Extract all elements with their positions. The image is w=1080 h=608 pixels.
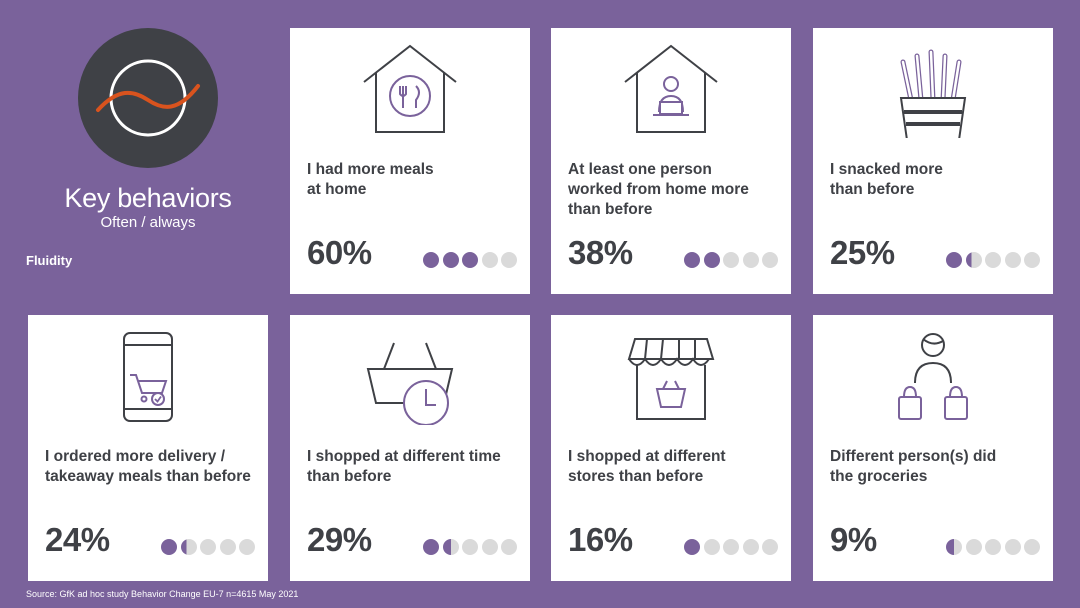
- card-percent: 29%: [307, 521, 372, 558]
- behavior-card-meals-home: I had more meals at home 60%: [290, 28, 530, 294]
- rating-dot: [703, 539, 720, 555]
- rating-dot: [723, 539, 739, 555]
- rating-dot: [965, 539, 982, 555]
- card-percent: 16%: [568, 521, 633, 558]
- rating-dot: [462, 539, 478, 555]
- rating-dot: [1024, 252, 1040, 268]
- rating-dot: [161, 539, 177, 555]
- card-label: I had more meals at home: [307, 161, 434, 198]
- rating-dot: [501, 539, 517, 555]
- rating-dots: [161, 539, 255, 555]
- rating-dot: [684, 252, 700, 268]
- rating-dot: [200, 539, 216, 555]
- rating-dot: [965, 252, 982, 268]
- card-label: At least one person worked from home more…: [568, 161, 749, 218]
- rating-dots: [423, 252, 517, 268]
- rating-dot: [946, 252, 962, 268]
- rating-dots: [684, 252, 778, 268]
- rating-dot: [946, 539, 962, 555]
- rating-dot: [481, 252, 498, 268]
- rating-dot: [1004, 252, 1021, 268]
- rating-dot: [985, 252, 1001, 268]
- title-block: Key behaviors Often / always: [28, 182, 268, 232]
- rating-dots: [423, 539, 517, 555]
- behavior-card-snacked: I snacked more than before 25%: [813, 28, 1053, 294]
- rating-dot: [723, 252, 739, 268]
- rating-dot: [423, 539, 439, 555]
- rating-dot: [442, 539, 459, 555]
- phone-cart-icon: [123, 332, 173, 422]
- rating-dot: [762, 252, 778, 268]
- behavior-card-different-person: Different person(s) did the groceries 9%: [813, 315, 1053, 581]
- rating-dot: [1024, 539, 1040, 555]
- behavior-card-different-stores: I shopped at different stores than before…: [551, 315, 791, 581]
- page-subtitle: Often / always: [100, 214, 196, 231]
- rating-dot: [1004, 539, 1021, 555]
- rating-dot: [742, 539, 759, 555]
- rating-dots: [946, 539, 1040, 555]
- card-percent: 24%: [45, 521, 110, 558]
- source-footnote: Source: GfK ad hoc study Behavior Change…: [26, 589, 299, 599]
- rating-dot: [684, 539, 700, 555]
- card-percent: 25%: [830, 234, 895, 271]
- rating-dots: [946, 252, 1040, 268]
- card-label: I ordered more delivery / takeaway meals …: [45, 448, 251, 485]
- rating-dot: [219, 539, 236, 555]
- rating-dot: [501, 252, 517, 268]
- basket-clock-icon: [366, 342, 454, 425]
- rating-dot: [481, 539, 498, 555]
- card-label: I shopped at different time than before: [307, 448, 501, 485]
- rating-dot: [442, 252, 459, 268]
- behavior-card-different-time: I shopped at different time than before 2…: [290, 315, 530, 581]
- card-label: I shopped at different stores than before: [568, 448, 726, 485]
- person-bags-icon: [898, 333, 968, 420]
- card-label: I snacked more than before: [830, 161, 943, 198]
- behavior-card-work-from-home: At least one person worked from home more…: [551, 28, 791, 294]
- rating-dot: [462, 252, 478, 268]
- rating-dot: [423, 252, 439, 268]
- section-label: Fluidity: [26, 253, 73, 268]
- fluidity-logo: [78, 28, 218, 168]
- wave-circle-icon: [96, 59, 200, 137]
- rating-dot: [742, 252, 759, 268]
- page-title: Key behaviors: [64, 183, 232, 213]
- rating-dot: [180, 539, 197, 555]
- rating-dot: [239, 539, 255, 555]
- card-percent: 9%: [830, 521, 877, 558]
- house-laptop-worker-icon: [624, 44, 718, 133]
- rating-dots: [684, 539, 778, 555]
- card-label: Different person(s) did the groceries: [830, 448, 997, 485]
- card-percent: 60%: [307, 234, 372, 271]
- behavior-card-delivery: I ordered more delivery / takeaway meals …: [28, 315, 268, 581]
- storefront-basket-icon: [627, 338, 715, 420]
- fries-snack-icon: [899, 49, 967, 138]
- card-percent: 38%: [568, 234, 633, 271]
- rating-dot: [985, 539, 1001, 555]
- house-cutlery-icon: [363, 44, 457, 133]
- rating-dot: [703, 252, 720, 268]
- rating-dot: [762, 539, 778, 555]
